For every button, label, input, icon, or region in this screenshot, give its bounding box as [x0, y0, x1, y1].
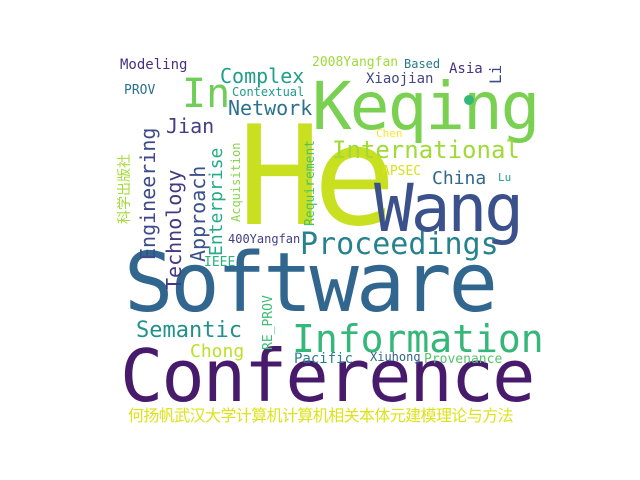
word-keqing: Keqing: [312, 68, 540, 145]
word-lu: Lu: [498, 171, 512, 184]
word-chen: Chen: [376, 127, 403, 140]
word-xiuhong: Xiuhong: [370, 350, 421, 364]
word-prov: PROV: [124, 83, 156, 98]
word-pacific: Pacific: [294, 351, 354, 367]
word-international: International: [332, 136, 520, 164]
word-proceedings: Proceedings: [300, 227, 499, 262]
word-400yangfan: 400Yangfan: [228, 232, 301, 246]
word-information: Information: [292, 317, 544, 361]
word-semantic: Semantic: [136, 318, 242, 343]
word-asia: Asia: [449, 61, 483, 77]
word-enterprise: Enterprise: [206, 147, 227, 256]
word-jian: Jian: [166, 114, 215, 138]
word-apsec: APSEC: [382, 164, 422, 179]
word-approach: Approach: [186, 165, 210, 262]
word-publisher: 科学出版社: [117, 154, 133, 224]
word-in: In: [182, 71, 231, 117]
word-he: He: [238, 96, 396, 257]
word-conference: Conference: [120, 334, 535, 418]
word-technology: Technology: [162, 169, 186, 290]
word-contextual: Contextual: [232, 85, 305, 99]
word-based: Based: [404, 57, 441, 71]
word-network: Network: [228, 96, 313, 120]
word-wang: Wang: [374, 170, 524, 247]
word-modeling: Modeling: [120, 57, 188, 73]
dot-mark: [464, 95, 474, 105]
word-engineering: Engineering: [136, 127, 160, 260]
word-acquisition: Acquisition: [229, 142, 243, 222]
word-xiaojian: Xiaojian: [366, 71, 434, 87]
word-provenance: Provenance: [424, 352, 503, 367]
word-bottom-line: 何扬帆武汉大学计算机计算机相关本体元建模理论与方法: [128, 406, 514, 425]
word-china: China: [432, 168, 487, 189]
word-2008yangfan: 2008Yangfan: [312, 55, 399, 70]
word-ieee: IEEE: [204, 255, 236, 270]
word-re-prov: RE_PROV: [261, 295, 276, 350]
word-li: Li: [486, 64, 505, 84]
word-requirement: Requirement: [303, 139, 318, 226]
word-chong: Chong: [190, 341, 245, 362]
word-software: Software: [124, 236, 498, 331]
word-complex: Complex: [220, 64, 305, 88]
